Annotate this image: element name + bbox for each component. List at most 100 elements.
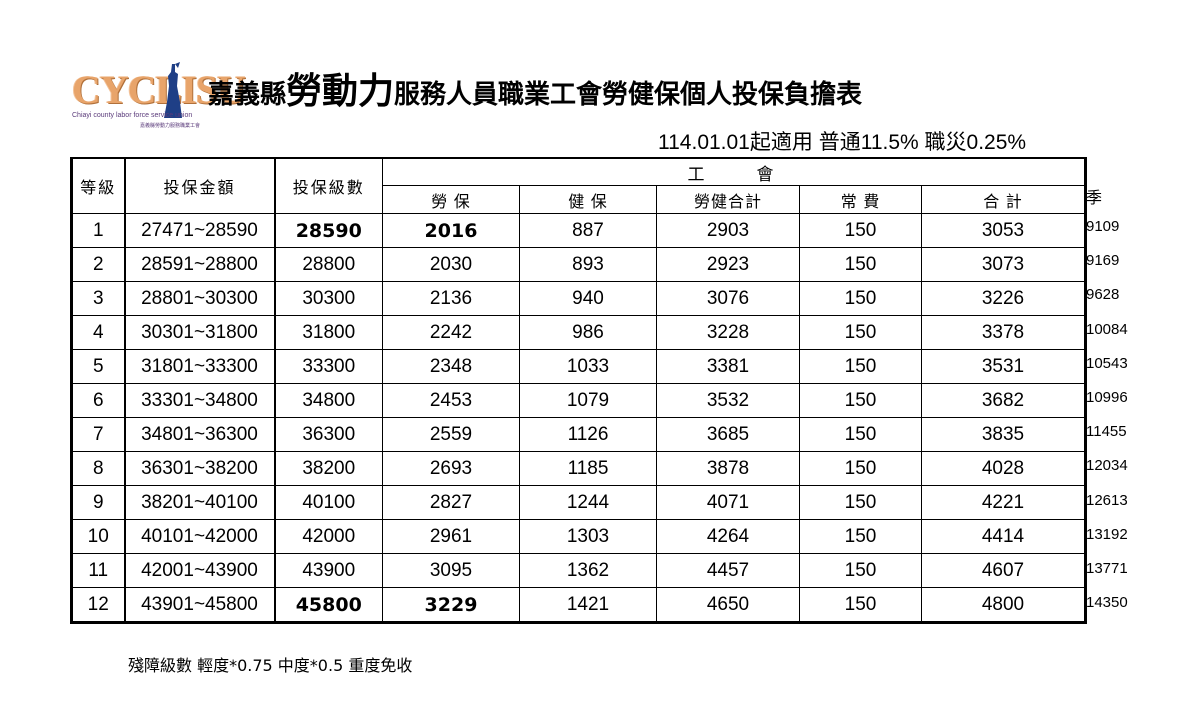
cell-health: 940 <box>519 281 657 316</box>
cell-grade: 11 <box>70 553 125 588</box>
table-row: 7 34801~36300 36300 2559 1126 3685 150 3… <box>70 417 1088 452</box>
cell-range: 31801~33300 <box>123 349 276 384</box>
cell-labor: 2016 <box>382 213 520 248</box>
cell-level: 36300 <box>274 417 383 452</box>
cell-total: 4650 <box>656 587 800 624</box>
cell-sum: 4800 <box>920 587 1088 624</box>
cell-level: 42000 <box>274 519 383 554</box>
cell-range: 34801~36300 <box>123 417 276 452</box>
cell-grade: 2 <box>70 247 125 282</box>
cell-health: 1421 <box>519 587 657 624</box>
cell-total: 3076 <box>656 281 800 316</box>
cell-grade: 9 <box>70 485 125 520</box>
cell-level: 30300 <box>274 281 383 316</box>
logo-subtitle-en: Chiayi county labor force service union <box>72 112 193 119</box>
cell-fee: 150 <box>799 315 922 350</box>
premium-table: 等級 投保金額 投保級數 工 會 勞 保 健 保 勞健合計 常 費 合 計 1 … <box>70 157 1088 624</box>
cell-grade: 12 <box>70 587 125 624</box>
cell-health: 1362 <box>519 553 657 588</box>
season-value: 12613 <box>1086 491 1128 509</box>
cell-total: 3381 <box>656 349 800 384</box>
table-row: 3 28801~30300 30300 2136 940 3076 150 32… <box>70 281 1088 316</box>
cell-health: 1126 <box>519 417 657 452</box>
cell-grade: 8 <box>70 451 125 486</box>
cell-range: 36301~38200 <box>123 451 276 486</box>
cell-grade: 5 <box>70 349 125 384</box>
cell-labor: 2961 <box>382 519 520 554</box>
cell-total: 4071 <box>656 485 800 520</box>
cell-labor: 2693 <box>382 451 520 486</box>
season-value: 13771 <box>1086 559 1128 577</box>
statue-figure-icon <box>164 62 182 118</box>
table-row: 10 40101~42000 42000 2961 1303 4264 150 … <box>70 519 1088 554</box>
cell-labor: 2136 <box>382 281 520 316</box>
cell-total: 3228 <box>656 315 800 350</box>
cell-sum: 4028 <box>920 451 1088 486</box>
cell-health: 893 <box>519 247 657 282</box>
cell-health: 1079 <box>519 383 657 418</box>
season-value: 14350 <box>1086 594 1128 612</box>
cell-grade: 4 <box>70 315 125 350</box>
cell-range: 38201~40100 <box>123 485 276 520</box>
cell-range: 33301~34800 <box>123 383 276 418</box>
cell-total: 2903 <box>656 213 800 248</box>
season-value: 9109 <box>1086 218 1120 235</box>
header-insured-amount: 投保金額 <box>123 157 276 214</box>
cell-total: 3685 <box>656 417 800 452</box>
cell-fee: 150 <box>799 213 922 248</box>
header-labor-insurance: 勞 保 <box>382 185 520 214</box>
cell-range: 42001~43900 <box>123 553 276 588</box>
table-row: 2 28591~28800 28800 2030 893 2923 150 30… <box>70 247 1088 282</box>
cell-sum: 3531 <box>920 349 1088 384</box>
cell-sum: 3682 <box>920 383 1088 418</box>
cell-labor: 3095 <box>382 553 520 588</box>
table-row: 4 30301~31800 31800 2242 986 3228 150 33… <box>70 315 1088 350</box>
cell-labor: 3229 <box>382 587 520 624</box>
cell-health: 1033 <box>519 349 657 384</box>
cell-health: 1185 <box>519 451 657 486</box>
header-sum: 合 計 <box>920 185 1088 214</box>
cell-level: 28800 <box>274 247 383 282</box>
cell-fee: 150 <box>799 451 922 486</box>
effective-date-rates: 114.01.01起適用 普通11.5% 職災0.25% <box>658 131 1027 154</box>
season-value: 13192 <box>1086 525 1128 543</box>
page-title: 嘉義縣勞動力服務人員職業工會勞健保個人投保負擔表 <box>208 62 862 114</box>
cell-range: 30301~31800 <box>123 315 276 350</box>
table-row: 11 42001~43900 43900 3095 1362 4457 150 … <box>70 553 1088 588</box>
disability-note: 殘障級數 輕度*0.75 中度*0.5 重度免收 <box>128 656 413 675</box>
table-row: 8 36301~38200 38200 2693 1185 3878 150 4… <box>70 451 1088 486</box>
season-value: 12034 <box>1086 457 1128 475</box>
header-regular-fee: 常 費 <box>799 185 922 214</box>
cell-total: 2923 <box>656 247 800 282</box>
cell-range: 27471~28590 <box>123 213 276 248</box>
title-county: 嘉義縣 <box>208 80 287 110</box>
header-grade: 等級 <box>70 157 125 214</box>
cell-range: 40101~42000 <box>123 519 276 554</box>
header-labor-health-total: 勞健合計 <box>656 185 800 214</box>
table-row: 1 27471~28590 28590 2016 887 2903 150 30… <box>70 213 1088 248</box>
cell-range: 43901~45800 <box>123 587 276 624</box>
cell-fee: 150 <box>799 383 922 418</box>
header-insured-level: 投保級數 <box>274 157 383 214</box>
cell-grade: 6 <box>70 383 125 418</box>
cell-labor: 2348 <box>382 349 520 384</box>
cell-total: 3878 <box>656 451 800 486</box>
cell-grade: 3 <box>70 281 125 316</box>
cell-health: 1244 <box>519 485 657 520</box>
cell-level: 38200 <box>274 451 383 486</box>
cell-fee: 150 <box>799 281 922 316</box>
cell-labor: 2242 <box>382 315 520 350</box>
cell-sum: 3226 <box>920 281 1088 316</box>
title-rest: 服務人員職業工會勞健保個人投保負擔表 <box>394 80 863 110</box>
cell-range: 28801~30300 <box>123 281 276 316</box>
cell-sum: 3053 <box>920 213 1088 248</box>
cell-level: 31800 <box>274 315 383 350</box>
title-labor-force: 勞動力 <box>286 71 395 112</box>
cell-labor: 2559 <box>382 417 520 452</box>
header-season: 季 <box>1086 190 1103 207</box>
cell-range: 28591~28800 <box>123 247 276 282</box>
cell-sum: 4607 <box>920 553 1088 588</box>
season-value: 10543 <box>1086 354 1128 372</box>
cell-grade: 1 <box>70 213 125 248</box>
logo-subtitle-zh: 嘉義縣勞動力服務職業工會 <box>140 123 201 129</box>
